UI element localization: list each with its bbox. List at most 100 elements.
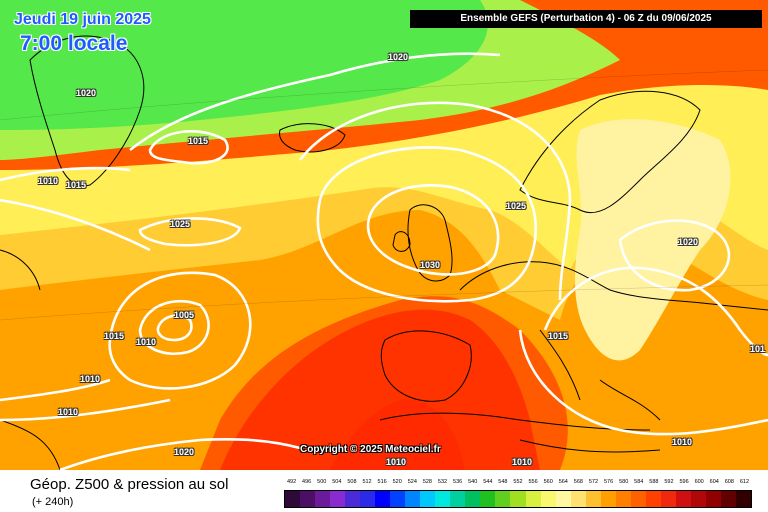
legend-swatch xyxy=(495,491,511,507)
iceland-coast xyxy=(279,123,346,153)
legend-swatch xyxy=(450,491,466,507)
isobar-1015-europe xyxy=(543,266,768,357)
legend-tick-label: 564 xyxy=(558,479,568,485)
legend-swatch xyxy=(315,491,331,507)
isobar-label: 1025 xyxy=(506,201,527,211)
graticule-line xyxy=(0,69,768,121)
isobar-1010-south xyxy=(0,378,171,422)
legend-swatch xyxy=(435,491,451,507)
isobar-label: 1020 xyxy=(388,52,409,62)
legend-swatch xyxy=(345,491,361,507)
iberia-coast xyxy=(380,330,472,402)
legend-tick-label: 580 xyxy=(619,479,629,485)
greenland-coast xyxy=(29,35,145,187)
z500-field-yellow xyxy=(0,85,768,270)
legend-tick-label: 492 xyxy=(286,479,297,485)
legend-swatch xyxy=(615,491,631,507)
isobar-label: 1015 xyxy=(188,136,209,146)
isobar-1025 xyxy=(316,146,538,303)
isobar-label: 1010 xyxy=(136,337,157,347)
isobar-1020-east xyxy=(298,101,572,301)
legend-ticks: 492 496 500 504 508 512 516 520 524 528 532 536 540 5… xyxy=(284,479,752,489)
isobar-1010-low xyxy=(138,299,210,356)
z500-pressure-map xyxy=(0,0,768,470)
isobars xyxy=(0,52,768,470)
legend-swatch xyxy=(360,491,376,507)
coastlines xyxy=(0,35,768,470)
forecast-date: Jeudi 19 juin 2025 xyxy=(14,11,151,28)
isobar-label: 1010 xyxy=(80,374,101,384)
legend-tick-label: 520 xyxy=(392,479,402,485)
isobar-1015-greenland xyxy=(148,129,229,165)
legend-tick-label: 612 xyxy=(739,479,750,485)
legend-swatch xyxy=(540,491,556,507)
legend-swatch xyxy=(630,491,646,507)
isobar-label: 1010 xyxy=(58,407,79,417)
isobar-1020-north xyxy=(129,52,501,152)
north-america-coast xyxy=(0,249,61,470)
forecast-time: 7:00 locale xyxy=(20,32,128,55)
legend-tick-label: 532 xyxy=(437,479,448,485)
legend-tick-label: 588 xyxy=(649,479,659,485)
legend-swatch xyxy=(570,491,586,507)
legend-swatch xyxy=(465,491,481,507)
legend-tick-label: 508 xyxy=(347,479,357,485)
legend-tick-label: 512 xyxy=(362,479,372,485)
legend-tick-label: 568 xyxy=(573,479,583,485)
chart-title: Géop. Z500 & pression au sol xyxy=(30,476,229,493)
footer-panel: Géop. Z500 & pression au sol (+ 240h) 49… xyxy=(0,470,768,512)
legend-swatch xyxy=(480,491,496,507)
isobar-1015-ring xyxy=(108,271,252,390)
isobar-label: 1010 xyxy=(512,457,533,467)
legend-swatch xyxy=(420,491,436,507)
isobar-1010-europe xyxy=(518,329,768,436)
isobar-1030 xyxy=(366,184,500,276)
isobar-1015-west xyxy=(0,166,151,252)
legend-swatch xyxy=(525,491,541,507)
copyright-notice: Copyright © 2025 Meteociel.fr xyxy=(300,444,441,455)
legend-swatch xyxy=(675,491,691,507)
legend-swatch xyxy=(645,491,661,507)
legend-swatch xyxy=(405,491,421,507)
legend-swatch xyxy=(720,491,736,507)
isobar-label: 1015 xyxy=(66,180,87,190)
legend-tick-label: 544 xyxy=(483,479,493,485)
legend-swatch xyxy=(600,491,616,507)
forecast-range: (+ 240h) xyxy=(32,496,74,508)
isobar-label: 1010 xyxy=(672,437,693,447)
scandinavia-coast xyxy=(519,90,701,214)
isobar-label: 1020 xyxy=(174,447,195,457)
legend-swatch xyxy=(660,491,676,507)
z500-field-pale-yellow xyxy=(575,119,731,361)
legend-tick-label: 528 xyxy=(422,479,432,485)
legend-swatch xyxy=(690,491,706,507)
legend-tick-label: 608 xyxy=(724,479,734,485)
legend-tick-label: 536 xyxy=(453,479,463,485)
graticule xyxy=(0,69,768,321)
legend-tick-label: 552 xyxy=(513,479,523,485)
legend-tick-label: 524 xyxy=(407,479,417,485)
isobar-label: 1020 xyxy=(678,237,699,247)
legend-tick-label: 584 xyxy=(634,479,644,485)
legend-swatch xyxy=(735,491,751,507)
legend-tick-label: 576 xyxy=(603,479,614,485)
north-africa-coast xyxy=(379,412,651,431)
isobar-label: 1020 xyxy=(76,88,97,98)
isobar-1005-low xyxy=(156,314,193,342)
isobar-label: 1010 xyxy=(386,457,407,467)
color-scale-legend xyxy=(284,490,752,508)
legend-swatch xyxy=(285,491,301,507)
europe-coast xyxy=(459,261,768,453)
isobar-1020-south xyxy=(59,437,301,470)
legend-tick-label: 596 xyxy=(679,479,689,485)
legend-tick-label: 592 xyxy=(664,479,674,485)
legend-tick-label: 604 xyxy=(709,479,719,485)
legend-tick-label: 540 xyxy=(468,479,478,485)
z500-field-green xyxy=(0,0,488,130)
legend-swatch xyxy=(390,491,406,507)
legend-tick-label: 548 xyxy=(498,479,508,485)
isobar-1025-west xyxy=(138,217,242,247)
legend-tick-label: 500 xyxy=(317,479,327,485)
isobar-label: 1015 xyxy=(104,331,125,341)
